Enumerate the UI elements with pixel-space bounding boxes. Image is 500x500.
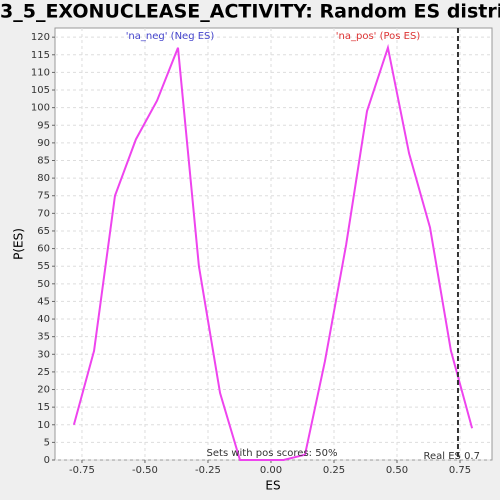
chart-title: 3_5_EXONUCLEASE_ACTIVITY: Random ES dist… [0, 1, 500, 23]
y-tick-label: 40 [37, 314, 50, 325]
y-tick-label: 30 [37, 349, 50, 360]
y-tick-label: 90 [37, 138, 50, 149]
y-tick-label: 5 [44, 437, 50, 448]
y-tick-label: 65 [37, 226, 50, 237]
x-tick-label: -0.75 [69, 465, 95, 476]
y-tick-label: 95 [37, 120, 50, 131]
y-tick-label: 0 [44, 455, 50, 466]
y-tick-label: 110 [31, 67, 50, 78]
y-tick-label: 115 [31, 50, 50, 61]
y-tick-label: 120 [31, 32, 50, 43]
annotation: 'na_neg' (Neg ES) [126, 31, 215, 42]
x-tick-label: 0.50 [386, 465, 408, 476]
y-tick-label: 35 [37, 332, 50, 343]
y-tick-label: 20 [37, 385, 50, 396]
y-tick-label: 75 [37, 191, 50, 202]
y-tick-label: 80 [37, 173, 50, 184]
x-tick-label: -0.25 [195, 465, 221, 476]
plot-area [54, 27, 493, 461]
x-tick-label: 0.00 [260, 465, 282, 476]
y-tick-label: 100 [31, 103, 50, 114]
y-tick-label: 105 [31, 85, 50, 96]
y-axis-title: P(ES) [12, 228, 26, 260]
y-tick-label: 15 [37, 402, 50, 413]
line [72, 43, 474, 461]
y-tick-label: 10 [37, 420, 50, 431]
y-tick-label: 70 [37, 208, 50, 219]
y-tick-label: 50 [37, 279, 50, 290]
y-tick-label: 60 [37, 244, 50, 255]
annotation: 'na_pos' (Pos ES) [336, 31, 421, 42]
x-tick-label: 0.25 [323, 465, 345, 476]
x-tick-label: 0.75 [449, 465, 471, 476]
x-tick-label: -0.50 [132, 465, 158, 476]
real-es-label: Real ES 0.7 [423, 451, 479, 462]
y-tick-label: 25 [37, 367, 50, 378]
y-tick-label: 55 [37, 261, 50, 272]
x-axis-title: ES [265, 479, 280, 493]
y-tick-label: 45 [37, 296, 50, 307]
y-tick-label: 85 [37, 155, 50, 166]
annotation: Sets with pos scores: 50% [207, 448, 338, 459]
